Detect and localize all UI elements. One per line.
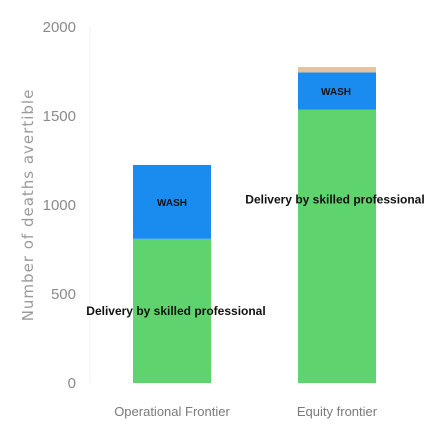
y-tick-label: 1500 [43, 108, 76, 125]
x-tick-label: Operational Frontier [114, 404, 230, 419]
bar-segment [298, 109, 376, 384]
y-tick-label: 500 [51, 286, 76, 303]
bar-segment [298, 67, 376, 73]
y-tick-label: 2000 [43, 19, 76, 36]
data-label: Delivery by skilled professional [86, 304, 265, 318]
data-label: WASH [321, 87, 351, 98]
y-tick-label: 0 [68, 375, 76, 392]
bar-segment [133, 164, 211, 239]
x-tick-label: Equity frontier [297, 404, 378, 419]
y-tick-label: 1000 [43, 197, 76, 214]
bar-segment [298, 72, 376, 110]
y-axis-title: Number of deaths avertible [19, 89, 37, 322]
x-axis: Operational Frontier Equity frontier [114, 404, 378, 419]
bars [133, 67, 376, 384]
segment-labels: Delivery by skilled professional WASH Deli… [86, 87, 424, 318]
data-label: WASH [157, 198, 187, 209]
y-axis: 0 500 1000 1500 2000 [43, 19, 91, 392]
bar-segment [133, 238, 211, 383]
data-label: Delivery by skilled professional [245, 192, 424, 206]
